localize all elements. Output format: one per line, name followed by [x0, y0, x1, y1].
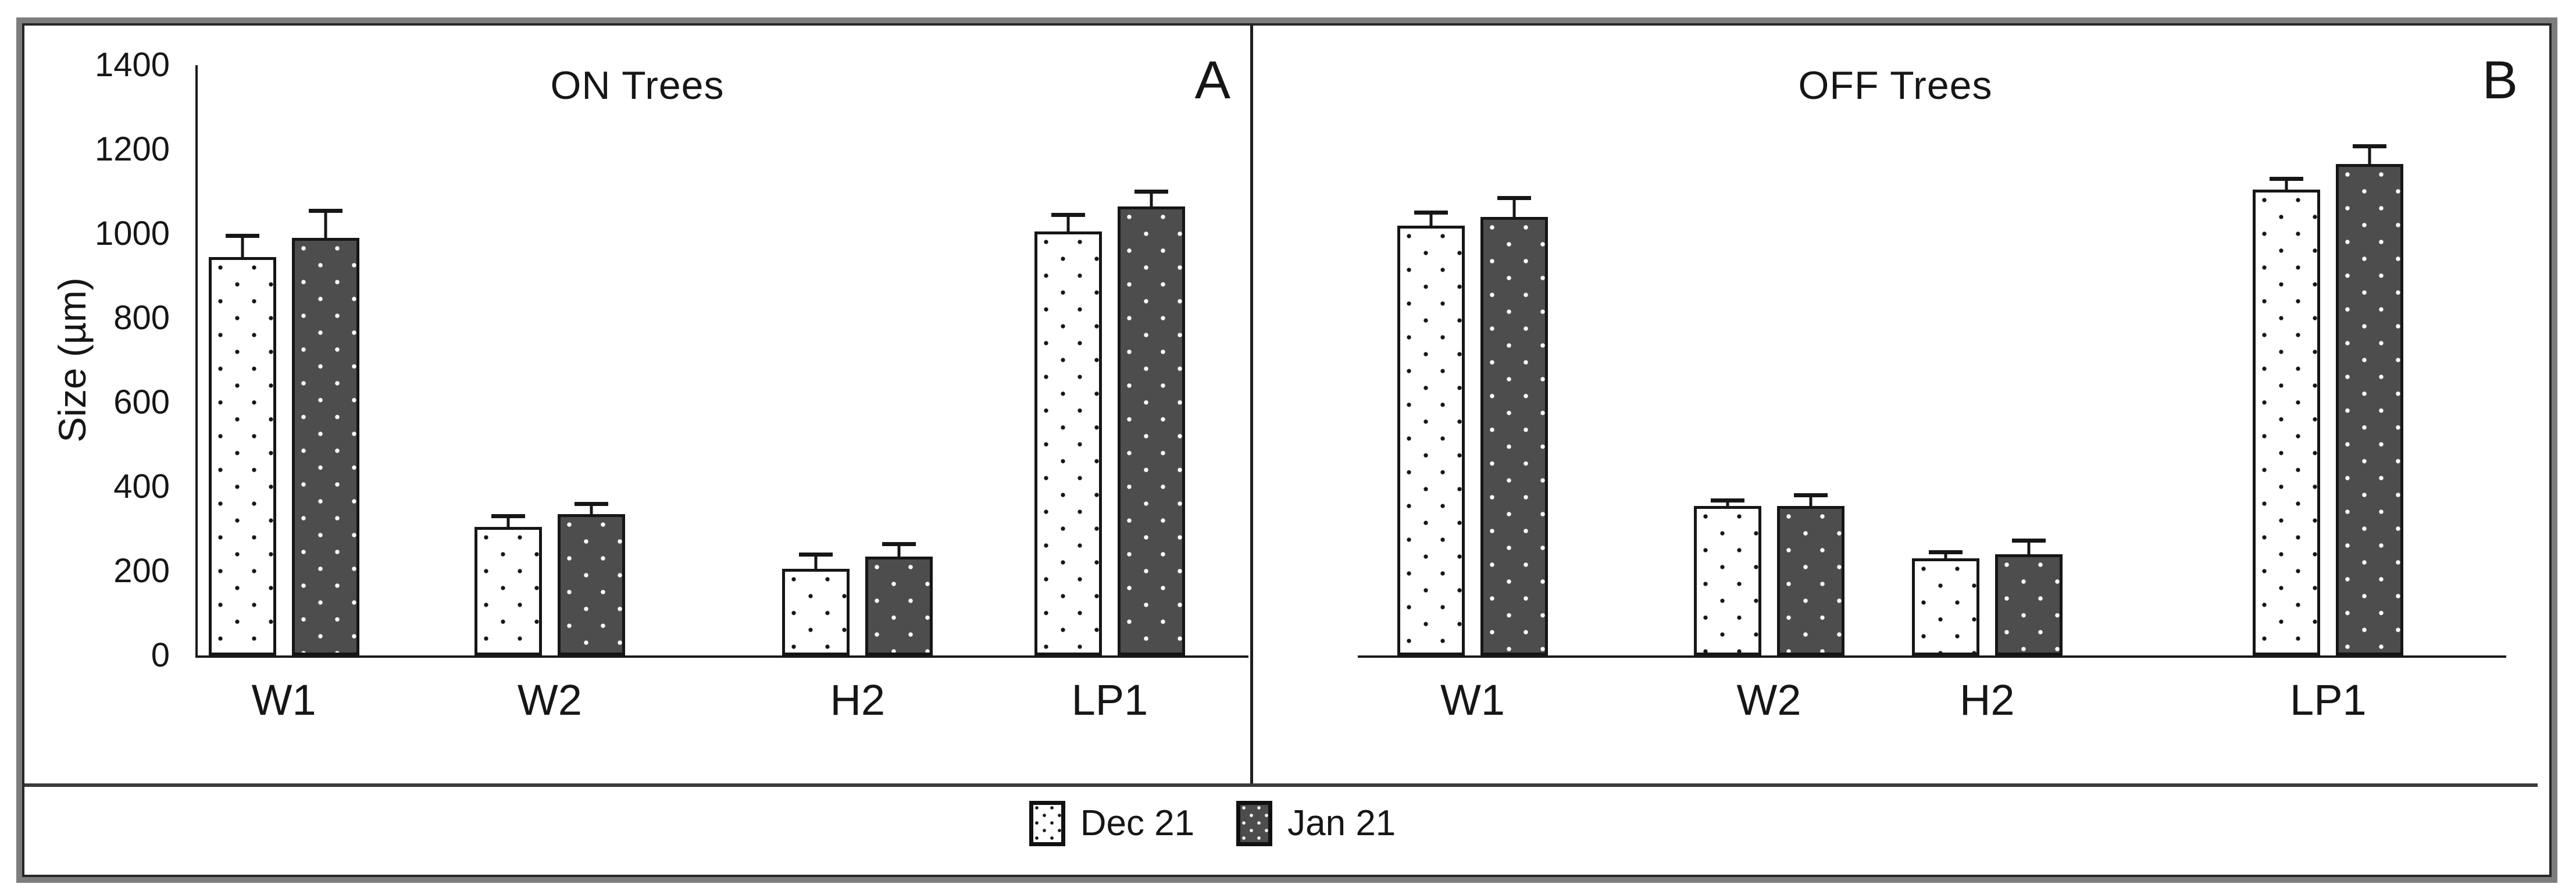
y-tick-label-1000: 1000 [94, 215, 170, 252]
bar-dec21-lp1 [2253, 189, 2321, 655]
plot-area-on-trees [195, 65, 1248, 658]
bar-dec21-h2 [1911, 558, 1979, 655]
error-bar-stem [241, 238, 244, 257]
x-category-label-h2: H2 [830, 676, 886, 724]
error-bar-dec21-h2 [799, 552, 833, 569]
error-bar-jan21-w2 [1793, 493, 1828, 506]
legend-label-jan21: Jan 21 [1287, 803, 1396, 843]
bar-jan21-w2 [557, 514, 625, 655]
error-bar-dec21-w2 [1710, 498, 1744, 506]
error-bar-stem [1944, 554, 1947, 559]
x-category-label-h2: H2 [1959, 676, 2015, 724]
error-bar-stem [324, 212, 327, 238]
x-category-label-w2: W2 [1736, 676, 1801, 724]
error-bar-stem [1066, 217, 1070, 232]
legend-entry-dec21: Dec 21 [1029, 800, 1195, 846]
x-axis-labels-on-trees: W1 W2 H2 LP1 [198, 675, 1248, 733]
y-tick-label-600: 600 [113, 383, 170, 421]
error-bar-jan21-w2 [574, 501, 608, 515]
panel-letter-a: A [1194, 51, 1230, 110]
y-tick-label-1200: 1200 [94, 130, 170, 168]
y-tick-label-1400: 1400 [94, 46, 170, 84]
bar-dec21-lp1 [1034, 231, 1102, 655]
error-bar-dec21-h2 [1928, 550, 1963, 559]
bar-jan21-w1 [291, 238, 359, 655]
error-bar-stem [2285, 181, 2288, 190]
bar-jan21-h2 [865, 556, 933, 655]
y-tick-label-800: 800 [113, 299, 170, 337]
figure-frame: ON Trees A Size (µm) 1400 1200 1000 800 600 4… [16, 17, 2557, 883]
bar-jan21-w1 [1480, 217, 1548, 655]
panel-title-off-trees: OFF Trees [1798, 63, 1993, 108]
legend-entry-jan21: Jan 21 [1236, 800, 1396, 846]
error-bar-dec21-w1 [225, 234, 259, 257]
bar-jan21-h2 [1995, 554, 2063, 655]
error-bar-stem [814, 556, 818, 569]
chart-region: ON Trees A Size (µm) 1400 1200 1000 800 600 4… [24, 26, 2538, 783]
error-bar-stem [506, 518, 510, 527]
bar-dec21-h2 [782, 569, 850, 655]
error-bar-dec21-lp1 [2270, 177, 2304, 190]
x-category-label-lp1: LP1 [1071, 676, 1148, 724]
error-bar-jan21-w1 [1497, 196, 1531, 217]
error-bar-jan21-h2 [2011, 538, 2046, 554]
error-bar-stem [2027, 542, 2031, 554]
error-bar-jan21-lp1 [2353, 144, 2387, 165]
error-bar-dec21-w2 [491, 514, 525, 527]
y-axis-tick-labels: 1400 1200 1000 800 600 400 200 0 [24, 26, 170, 783]
y-tick-label-0: 0 [151, 636, 170, 674]
error-bar-stem [590, 505, 593, 515]
error-bar-jan21-lp1 [1134, 190, 1168, 206]
bar-dec21-w1 [1397, 225, 1465, 655]
error-bar-stem [1809, 497, 1813, 506]
legend-swatch-dec21-icon [1029, 800, 1065, 846]
legend-label-dec21: Dec 21 [1080, 803, 1195, 843]
error-bar-jan21-w1 [308, 208, 342, 238]
x-category-label-w2: W2 [517, 676, 582, 724]
panel-letter-b: B [2482, 51, 2518, 110]
x-category-label-lp1: LP1 [2290, 676, 2367, 724]
error-bar-dec21-lp1 [1051, 213, 1085, 232]
error-bar-stem [1726, 502, 1729, 506]
y-tick-label-200: 200 [113, 552, 170, 590]
bar-dec21-w2 [1693, 505, 1761, 655]
error-bar-stem [897, 546, 901, 557]
error-bar-stem [2368, 148, 2371, 165]
error-bar-stem [1512, 200, 1516, 217]
plot-area-off-trees [1358, 65, 2506, 658]
bar-dec21-w2 [474, 526, 542, 655]
panel-divider-line [1250, 26, 1253, 783]
panel-on-trees: ON Trees A Size (µm) 1400 1200 1000 800 600 4… [24, 26, 1250, 783]
bar-jan21-lp1 [1117, 206, 1185, 655]
y-tick-label-400: 400 [113, 468, 170, 505]
figure-inner-border: ON Trees A Size (µm) 1400 1200 1000 800 600 4… [22, 23, 2552, 877]
panel-off-trees: OFF Trees B W1 W2 H2 LP1 [1253, 26, 2538, 783]
bar-dec21-w1 [208, 256, 276, 655]
x-category-label-w1: W1 [1440, 676, 1505, 724]
error-bar-dec21-w1 [1414, 211, 1448, 226]
x-axis-labels-off-trees: W1 W2 H2 LP1 [1358, 675, 2506, 733]
error-bar-stem [1150, 194, 1153, 206]
legend-separator-line [24, 783, 2538, 787]
panel-title-on-trees: ON Trees [550, 63, 725, 108]
legend: Dec 21 Jan 21 [0, 787, 2469, 860]
bar-jan21-w2 [1776, 505, 1844, 655]
error-bar-stem [1429, 215, 1433, 226]
bar-jan21-lp1 [2336, 164, 2404, 655]
legend-swatch-jan21-icon [1236, 800, 1273, 846]
x-category-label-w1: W1 [251, 676, 316, 724]
error-bar-jan21-h2 [882, 541, 916, 557]
